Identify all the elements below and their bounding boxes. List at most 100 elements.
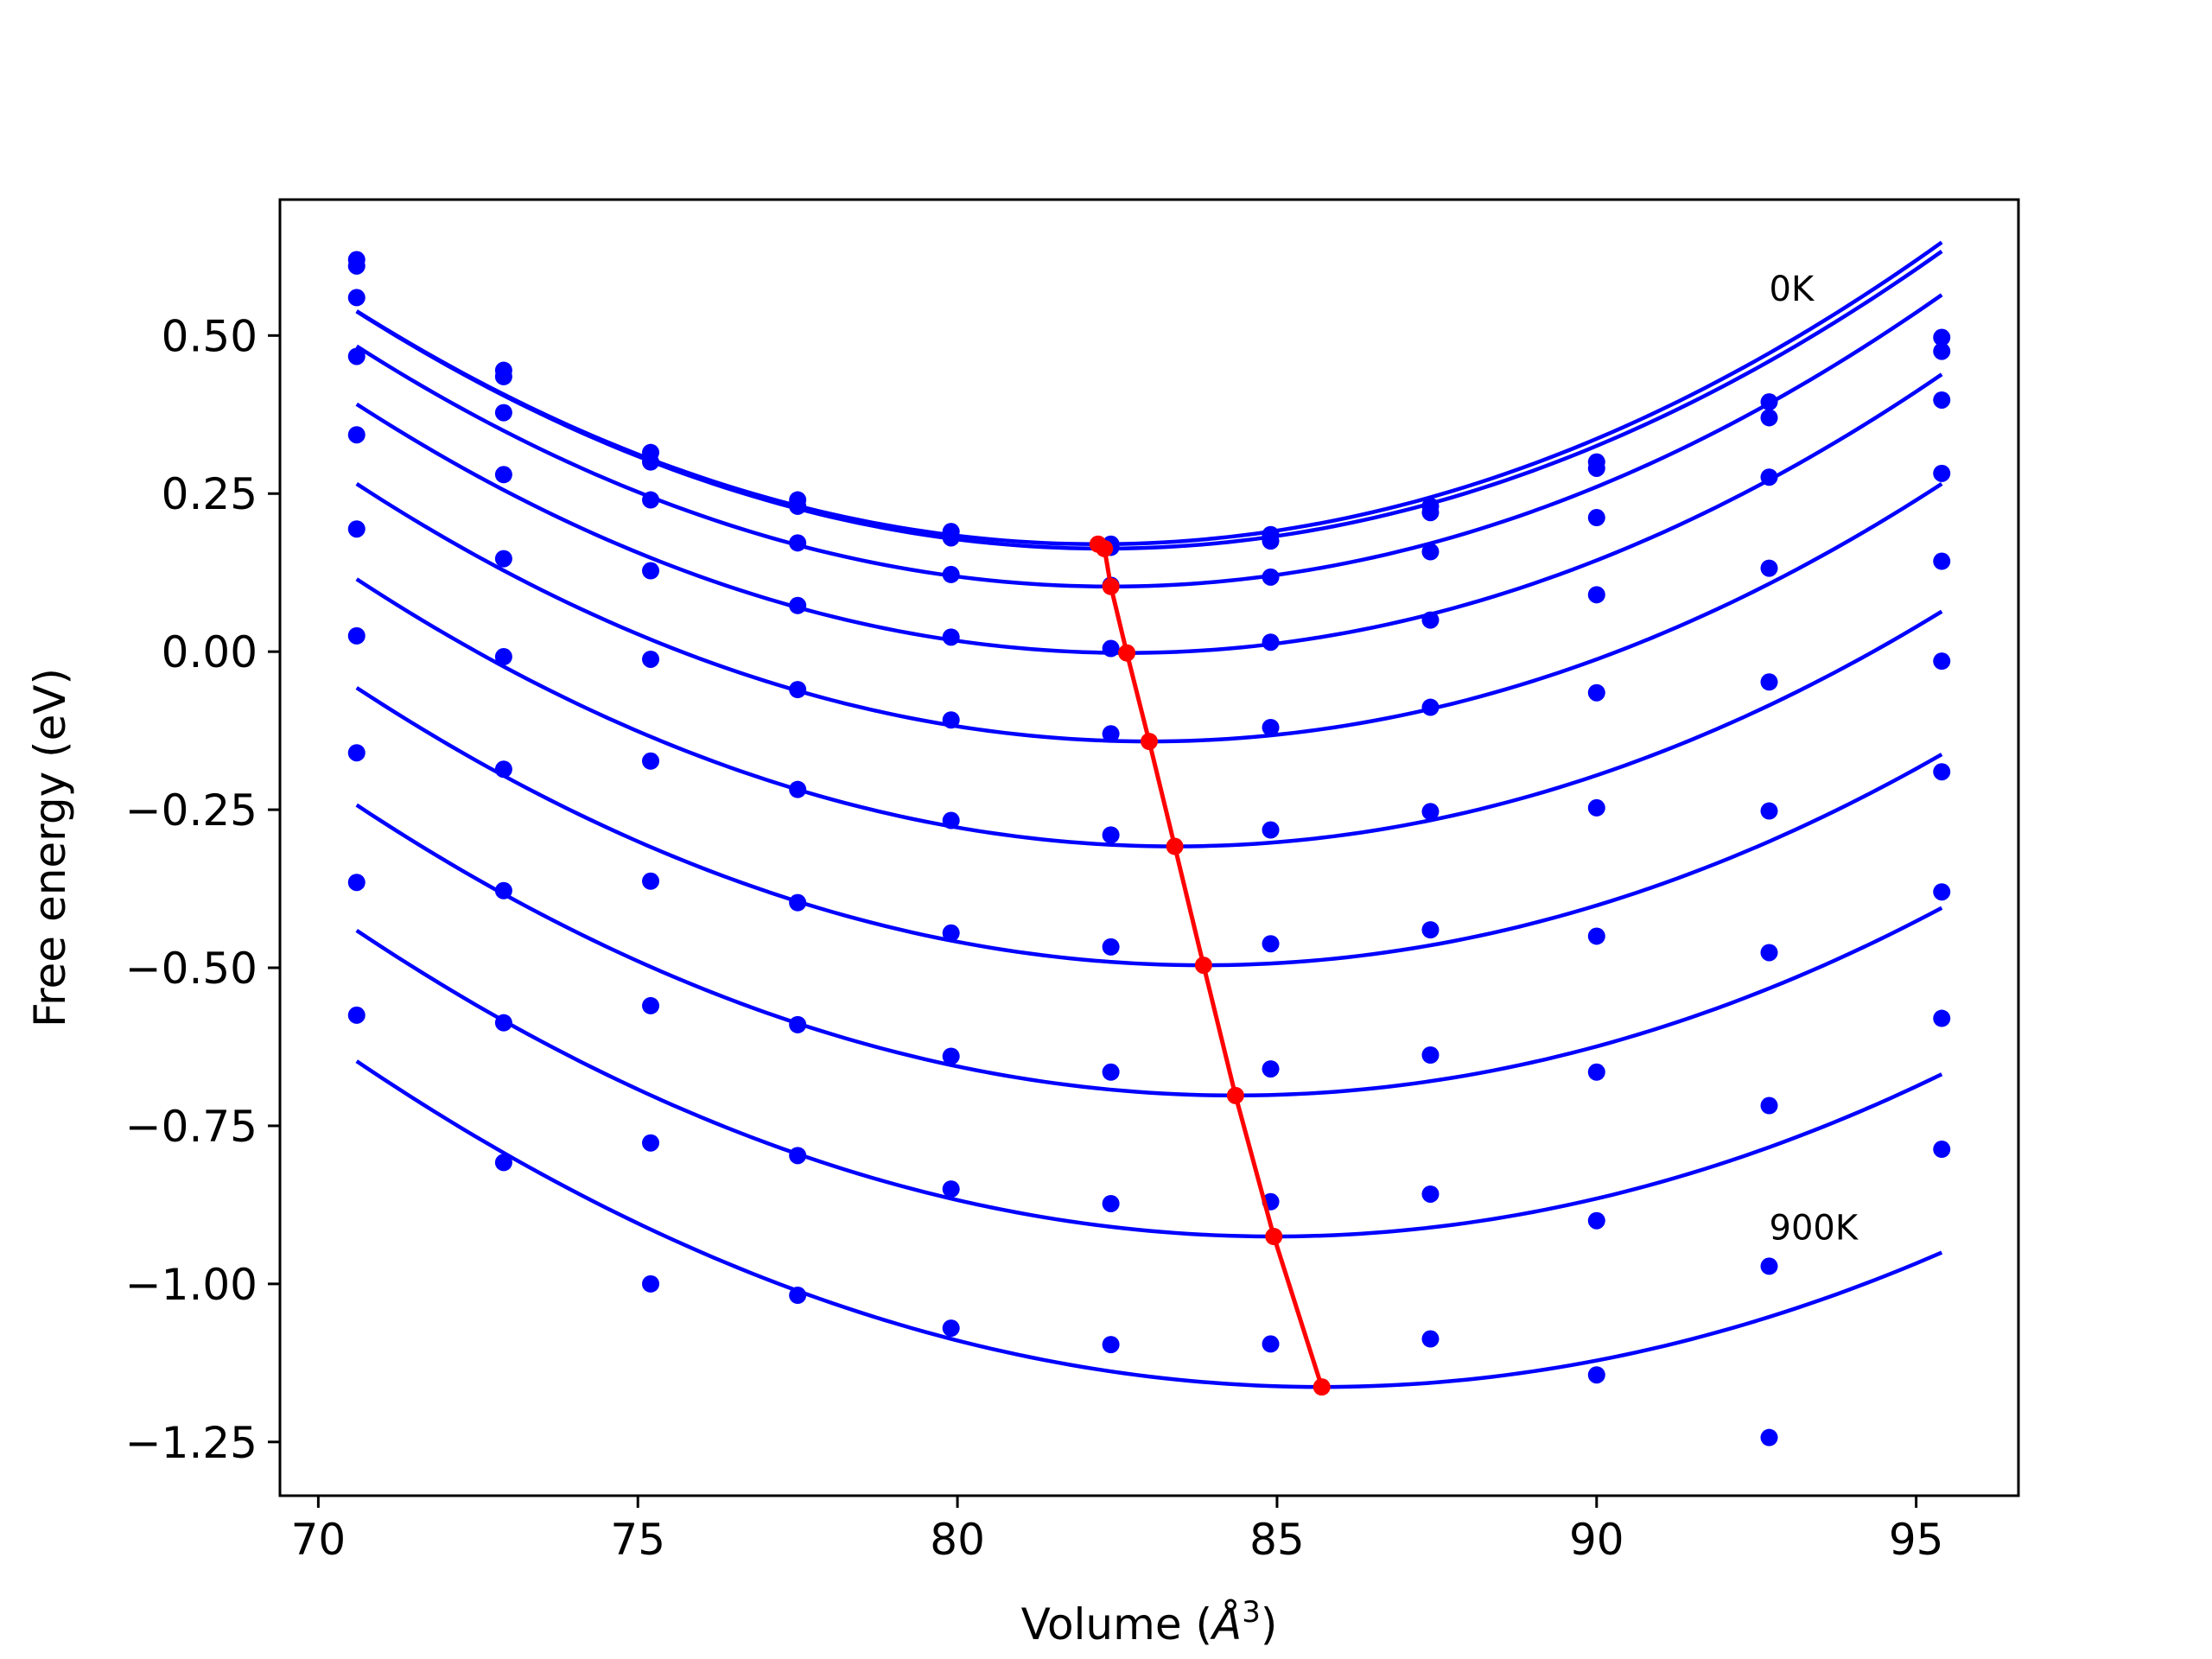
data-point-5-5 [1102, 826, 1120, 844]
x-tick-label: 75 [610, 1515, 665, 1565]
y-tick-label: −0.50 [125, 944, 257, 994]
data-point-3-3 [789, 596, 807, 614]
fit-curve-6 [355, 686, 1943, 968]
data-point-4-1 [494, 550, 512, 568]
minimum-point-6 [1194, 957, 1212, 975]
data-point-0-9 [1760, 393, 1778, 411]
data-point-8-5 [1102, 1194, 1120, 1212]
data-point-8-3 [789, 1147, 807, 1165]
data-point-9-4 [942, 1319, 960, 1338]
data-point-3-5 [1102, 639, 1120, 658]
x-tick-label: 90 [1569, 1515, 1624, 1565]
fit-curve-2 [355, 293, 1943, 589]
data-point-6-2 [642, 872, 660, 890]
data-point-7-4 [942, 1047, 960, 1065]
data-point-1-9 [1760, 409, 1778, 427]
minimum-point-1 [1096, 539, 1114, 557]
fit-curve-5 [355, 577, 1943, 849]
data-point-1-6 [1262, 532, 1280, 550]
data-point-5-3 [789, 780, 807, 798]
data-point-8-7 [1421, 1185, 1440, 1203]
data-point-6-1 [494, 760, 512, 779]
data-point-8-2 [642, 1134, 660, 1152]
data-point-7-10 [1933, 883, 1951, 901]
data-point-7-5 [1102, 1063, 1120, 1081]
data-point-9-1 [494, 1154, 512, 1172]
data-point-3-8 [1587, 586, 1605, 604]
data-point-9-2 [642, 1274, 660, 1293]
y-tick-label: 0.25 [162, 469, 257, 519]
minimum-point-5 [1166, 837, 1184, 855]
minimum-point-7 [1226, 1086, 1244, 1104]
data-point-3-7 [1421, 611, 1440, 629]
data-point-6-6 [1262, 935, 1280, 953]
data-point-5-2 [642, 752, 660, 770]
y-tick-label: −1.00 [125, 1260, 257, 1310]
data-point-1-4 [942, 529, 960, 547]
y-axis: 0.50 0.25 0.00 −0.25 −0.50 −0.75 −1.00 −1.25 [125, 311, 280, 1468]
data-point-2-10 [1933, 391, 1951, 409]
data-point-7-3 [789, 1015, 807, 1033]
data-point-0-10 [1933, 328, 1951, 346]
data-point-5-10 [1933, 652, 1951, 671]
data-point-5-4 [942, 811, 960, 830]
data-point-6-8 [1587, 927, 1605, 945]
data-point-5-1 [494, 648, 512, 666]
y-tick-label: −1.25 [125, 1418, 257, 1468]
data-point-1-7 [1421, 504, 1440, 522]
data-point-3-1 [494, 466, 512, 484]
x-tick-label: 85 [1249, 1515, 1305, 1565]
annotation-label: 0K [1770, 270, 1815, 309]
data-point-2-7 [1421, 543, 1440, 561]
data-point-6-7 [1421, 921, 1440, 939]
data-point-9-5 [1102, 1336, 1120, 1354]
data-point-7-7 [1421, 1046, 1440, 1064]
data-point-8-4 [942, 1180, 960, 1198]
annotations: 0K 900K [1770, 270, 1859, 1249]
data-point-1-0 [347, 257, 365, 275]
data-point-3-9 [1760, 559, 1778, 577]
data-point-6-9 [1760, 944, 1778, 962]
data-point-8-0 [347, 874, 365, 892]
y-axis-label: Free energy (eV) [25, 668, 75, 1027]
data-point-6-4 [942, 924, 960, 942]
data-point-6-10 [1933, 763, 1951, 781]
data-point-1-10 [1933, 342, 1951, 360]
data-point-6-0 [347, 626, 365, 645]
data-point-5-0 [347, 520, 365, 538]
data-point-9-7 [1421, 1330, 1440, 1348]
fit-curve-3 [355, 372, 1943, 655]
data-point-1-8 [1587, 459, 1605, 477]
data-point-4-8 [1587, 683, 1605, 702]
data-point-7-9 [1760, 1096, 1778, 1115]
fit-curve-8 [355, 929, 1943, 1239]
data-point-7-1 [494, 881, 512, 899]
x-tick-label: 95 [1889, 1515, 1944, 1565]
data-point-2-1 [494, 404, 512, 422]
data-point-9-10 [1933, 1141, 1951, 1159]
minimum-point-2 [1102, 577, 1120, 595]
data-point-4-7 [1421, 698, 1440, 716]
data-point-9-9 [1760, 1428, 1778, 1446]
minimum-point-3 [1118, 644, 1136, 662]
data-point-7-8 [1587, 1063, 1605, 1081]
data-point-2-2 [642, 491, 660, 509]
data-point-2-9 [1760, 468, 1778, 486]
data-point-5-8 [1587, 798, 1605, 817]
minimum-point-4 [1141, 733, 1158, 751]
data-point-4-6 [1262, 718, 1280, 736]
data-point-9-8 [1587, 1366, 1605, 1384]
fit-curve-1 [355, 250, 1943, 551]
data-point-1-3 [789, 497, 807, 515]
x-tick-label: 80 [930, 1515, 985, 1565]
data-point-5-9 [1760, 802, 1778, 820]
data-point-2-4 [942, 565, 960, 583]
data-point-7-6 [1262, 1060, 1280, 1078]
y-tick-label: −0.75 [125, 1102, 257, 1152]
data-point-6-3 [789, 893, 807, 912]
y-tick-label: 0.00 [162, 627, 257, 677]
data-point-8-10 [1933, 1009, 1951, 1027]
fit-curve-9 [355, 1059, 1943, 1389]
x-tick-label: 70 [291, 1515, 346, 1565]
